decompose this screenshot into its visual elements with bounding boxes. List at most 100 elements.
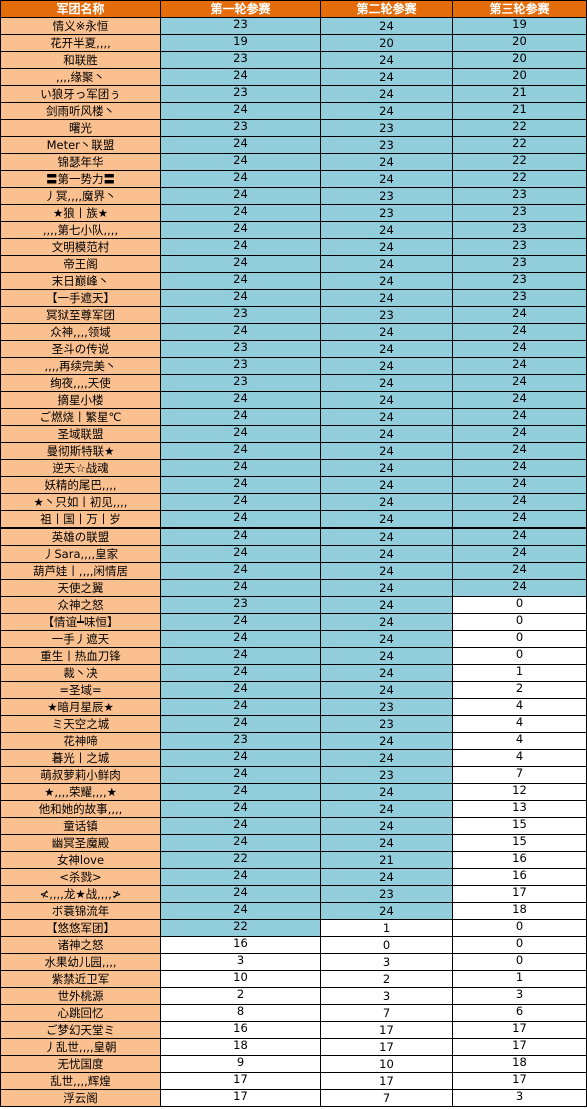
round-2-count-cell: 24 xyxy=(320,323,453,341)
round-3-count-cell: 24 xyxy=(452,306,587,324)
round-1-count-cell: 24 xyxy=(160,323,321,341)
round-3-count-cell: 23 xyxy=(452,289,587,307)
round-1-count-cell: 24 xyxy=(160,800,321,818)
round-3-count-cell: 24 xyxy=(452,323,587,341)
legion-name-cell: 摘星小楼 xyxy=(0,391,161,409)
round-1-count-cell: 22 xyxy=(160,919,321,937)
round-1-count-cell: 24 xyxy=(160,187,321,205)
table-row: 文明模范村 24 24 23 xyxy=(0,238,587,256)
round-1-count-cell: 24 xyxy=(160,459,321,477)
round-2-count-cell: 24 xyxy=(320,510,453,529)
table-row: い狼牙っ军团ぅ 23 24 21 xyxy=(0,85,587,103)
round-3-count-cell: 18 xyxy=(452,1055,587,1073)
round-1-count-cell: 24 xyxy=(160,510,321,529)
header-round-2: 第二轮参赛 xyxy=(320,0,453,18)
legion-name-cell: ミ天空之城 xyxy=(0,715,161,733)
round-3-count-cell: 24 xyxy=(452,442,587,460)
round-3-count-cell: 23 xyxy=(452,272,587,290)
round-2-count-cell: 2 xyxy=(320,970,453,988)
table-row: 剑雨听风楼丶 24 24 21 xyxy=(0,102,587,120)
legion-name-cell: ご燃烧丨繁星℃ xyxy=(0,408,161,426)
legion-name-cell: ,,,,第七小队,,,, xyxy=(0,221,161,239)
legion-name-cell: 情义※永恒 xyxy=(0,17,161,35)
round-1-count-cell: 24 xyxy=(160,442,321,460)
round-2-count-cell: 24 xyxy=(320,374,453,392)
round-2-count-cell: 10 xyxy=(320,1055,453,1073)
round-3-count-cell: 17 xyxy=(452,1038,587,1056)
round-1-count-cell: 24 xyxy=(160,545,321,563)
round-1-count-cell: 24 xyxy=(160,136,321,154)
round-1-count-cell: 24 xyxy=(160,783,321,801)
table-row: 众神,,,,领域 24 24 24 xyxy=(0,323,587,341)
legion-name-cell: 浮云阁 xyxy=(0,1089,161,1107)
legion-name-cell: 曙光 xyxy=(0,119,161,137)
round-3-count-cell: 24 xyxy=(452,391,587,409)
legion-name-cell: 众神,,,,领域 xyxy=(0,323,161,341)
round-2-count-cell: 24 xyxy=(320,834,453,852)
legion-name-cell: 水果幼儿园,,,, xyxy=(0,953,161,971)
round-2-count-cell: 24 xyxy=(320,562,453,580)
round-3-count-cell: 23 xyxy=(452,255,587,273)
round-3-count-cell: 4 xyxy=(452,732,587,750)
table-row: 乱世,,,,辉煌 17 17 17 xyxy=(0,1072,587,1090)
round-3-count-cell: 15 xyxy=(452,834,587,852)
table-row: ★,,,,荣耀,,,,★ 24 24 12 xyxy=(0,783,587,801)
round-2-count-cell: 24 xyxy=(320,170,453,188)
legion-name-cell: 圣斗の传说 xyxy=(0,340,161,358)
round-2-count-cell: 24 xyxy=(320,68,453,86)
table-row: 心跳回忆 8 7 6 xyxy=(0,1004,587,1022)
round-2-count-cell: 24 xyxy=(320,596,453,614)
round-3-count-cell: 24 xyxy=(452,562,587,580)
round-2-count-cell: 24 xyxy=(320,51,453,69)
round-2-count-cell: 23 xyxy=(320,119,453,137)
table-row: 祖丨国丨万丨岁 24 24 24 xyxy=(0,510,587,529)
round-3-count-cell: 0 xyxy=(452,647,587,665)
table-row: 水果幼儿园,,,, 3 3 0 xyxy=(0,953,587,971)
legion-name-cell: ボ蓑锦流年 xyxy=(0,902,161,920)
round-3-count-cell: 6 xyxy=(452,1004,587,1022)
round-3-count-cell: 0 xyxy=(452,596,587,614)
table-row: ご燃烧丨繁星℃ 24 24 24 xyxy=(0,408,587,426)
legion-name-cell: ,,,,缘聚丶 xyxy=(0,68,161,86)
legion-name-cell: 冥狱至尊军团 xyxy=(0,306,161,324)
round-2-count-cell: 24 xyxy=(320,255,453,273)
legion-name-cell: ★,,,,荣耀,,,,★ xyxy=(0,783,161,801)
round-2-count-cell: 24 xyxy=(320,102,453,120)
round-2-count-cell: 24 xyxy=(320,664,453,682)
round-1-count-cell: 24 xyxy=(160,681,321,699)
table-row: 帝王阁 24 24 23 xyxy=(0,255,587,273)
table-row: 葫芦娃丨,,,,闲情居 24 24 24 xyxy=(0,562,587,580)
header-round-3: 第三轮参赛 xyxy=(452,0,587,18)
round-2-count-cell: 24 xyxy=(320,357,453,375)
legion-name-cell: 和联胜 xyxy=(0,51,161,69)
round-3-count-cell: 20 xyxy=(452,51,587,69)
legion-name-cell: 众神之怒 xyxy=(0,596,161,614)
table-row: 重生丨热血刀锋 24 24 0 xyxy=(0,647,587,665)
table-row: 诸神之怒 16 0 0 xyxy=(0,936,587,954)
round-1-count-cell: 24 xyxy=(160,902,321,920)
table-row: 无忧国度 9 10 18 xyxy=(0,1055,587,1073)
round-3-count-cell: 24 xyxy=(452,476,587,494)
table-row: 曼彻斯特联★ 24 24 24 xyxy=(0,442,587,460)
legion-name-cell: 圣域联盟 xyxy=(0,425,161,443)
table-row: 圣斗の传说 23 24 24 xyxy=(0,340,587,358)
table-row: 童话镇 24 24 15 xyxy=(0,817,587,835)
round-2-count-cell: 0 xyxy=(320,936,453,954)
round-3-count-cell: 24 xyxy=(452,340,587,358)
round-1-count-cell: 24 xyxy=(160,885,321,903)
round-3-count-cell: 17 xyxy=(452,1021,587,1039)
table-row: Meter丶联盟 24 23 22 xyxy=(0,136,587,154)
round-2-count-cell: 24 xyxy=(320,425,453,443)
table-row: ご梦幻天堂ミ 16 17 17 xyxy=(0,1021,587,1039)
round-2-count-cell: 24 xyxy=(320,493,453,511)
round-1-count-cell: 24 xyxy=(160,493,321,511)
round-2-count-cell: 24 xyxy=(320,408,453,426)
legion-name-cell: 【情谊┷味恒】 xyxy=(0,613,161,631)
round-1-count-cell: 24 xyxy=(160,408,321,426)
table-row: ボ蓑锦流年 24 24 18 xyxy=(0,902,587,920)
round-1-count-cell: 23 xyxy=(160,85,321,103)
round-2-count-cell: 24 xyxy=(320,289,453,307)
round-3-count-cell: 24 xyxy=(452,579,587,597)
round-2-count-cell: 24 xyxy=(320,527,453,546)
